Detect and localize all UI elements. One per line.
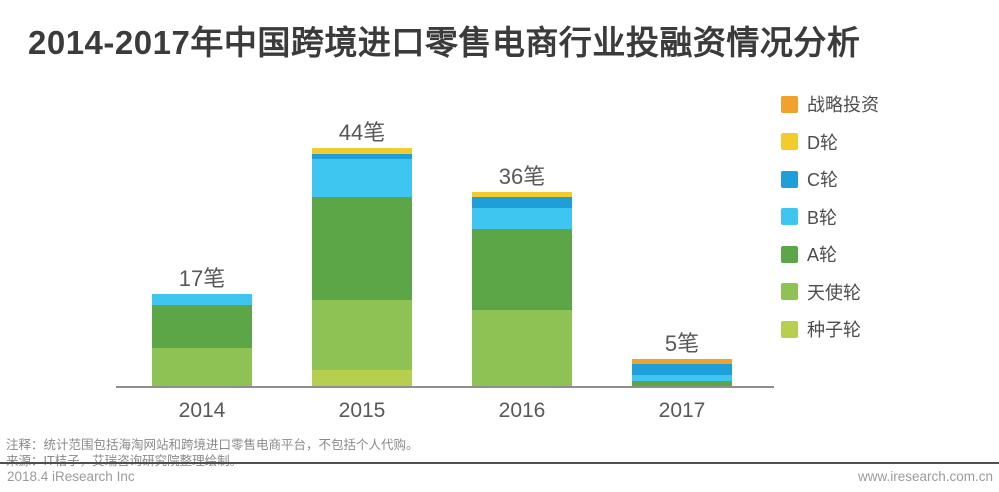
- legend-item-天使轮: 天使轮: [781, 280, 879, 304]
- chart-legend: 战略投资 D轮 C轮 B轮 A轮天使轮种子轮: [781, 92, 879, 355]
- bar-segment-2016-D轮: [472, 191, 572, 197]
- bar-segment-2016-天使轮: [472, 310, 572, 386]
- legend-item-战略投资: 战略投资: [781, 92, 879, 116]
- bar-segment-2015-B轮: [312, 159, 412, 197]
- legend-swatch-icon: [781, 245, 798, 263]
- bar-segment-2016-C轮: [472, 196, 572, 208]
- bar-count-label-2015: 44笔: [338, 120, 386, 146]
- chart-source: 来源：IT桔子，艾瑞咨询研究院整理绘制。: [6, 454, 243, 468]
- x-axis-label-2014: 2014: [178, 399, 226, 422]
- legend-swatch-icon: [781, 95, 798, 113]
- legend-item-D轮: D轮: [781, 130, 879, 154]
- bar-segment-2015-C轮: [312, 153, 412, 160]
- chart-title: 2014-2017年中国跨境进口零售电商行业投融资情况分析: [28, 24, 861, 61]
- legend-item-种子轮: 种子轮: [781, 317, 879, 341]
- legend-label: 天使轮: [807, 282, 861, 303]
- footer-website: www.iresearch.com.cn: [857, 469, 993, 484]
- bar-count-label-2017: 5笔: [664, 331, 700, 356]
- bar-segment-2015-天使轮: [312, 299, 412, 370]
- bar-segment-2014-A轮: [152, 304, 252, 349]
- legend-swatch-icon: [781, 320, 798, 338]
- legend-swatch-icon: [781, 170, 798, 188]
- bar-2017: [632, 359, 732, 386]
- bar-segment-2016-B轮: [472, 207, 572, 230]
- bar-segment-2015-A轮: [312, 196, 412, 300]
- bar-segment-2017-B轮: [632, 375, 732, 381]
- bar-count-label-2014: 17笔: [178, 266, 226, 292]
- chart-note: 注释：统计范围包括海淘网站和跨境进口零售电商平台，不包括个人代购。: [6, 438, 419, 452]
- footer-brand: 2018.4 iResearch Inc: [7, 469, 135, 484]
- footer-divider: [0, 462, 999, 464]
- bar-segment-2016-A轮: [472, 229, 572, 311]
- legend-label: A轮: [807, 245, 838, 265]
- x-axis-label-2017: 2017: [658, 399, 706, 422]
- legend-item-C轮: C轮: [781, 167, 879, 191]
- legend-swatch-icon: [781, 208, 798, 225]
- bar-segment-2017-C轮: [632, 364, 732, 376]
- bar-segment-2014-天使轮: [152, 348, 252, 386]
- bar-segment-2015-D轮: [312, 148, 412, 154]
- bar-segment-2015-种子轮: [312, 369, 412, 386]
- legend-label: D轮: [807, 132, 838, 153]
- bar-2016: [472, 191, 572, 386]
- legend-item-A轮: A轮: [781, 242, 879, 266]
- legend-item-B轮: B轮: [781, 205, 879, 229]
- legend-label: 种子轮: [807, 320, 861, 340]
- legend-label: 战略投资: [807, 95, 879, 115]
- legend-swatch-icon: [781, 133, 798, 150]
- legend-label: C轮: [807, 170, 838, 190]
- bar-2015: [312, 148, 412, 386]
- bar-segment-2017-A轮: [632, 380, 732, 386]
- legend-label: B轮: [807, 207, 838, 228]
- bar-segment-2017-战略投资: [632, 359, 732, 365]
- bar-segment-2014-B轮: [152, 294, 252, 305]
- bar-2014: [152, 294, 252, 386]
- x-axis-label-2015: 2015: [338, 399, 386, 422]
- bar-count-label-2016: 36笔: [498, 163, 546, 189]
- legend-swatch-icon: [781, 283, 798, 300]
- x-axis-line: [116, 386, 774, 388]
- x-axis-label-2016: 2016: [498, 399, 546, 422]
